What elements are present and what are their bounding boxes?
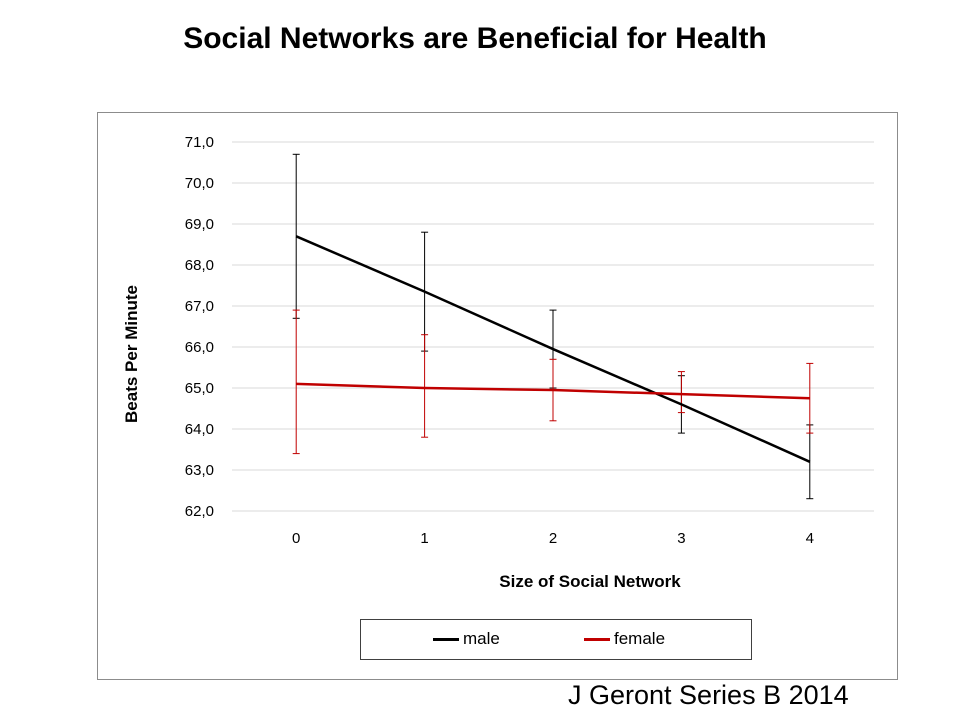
series-line-female [296, 382, 810, 400]
line-chart: 62,0 63,0 64,0 65,0 66,0 67,0 68,0 69,0 70,0 71,0… [122, 134, 874, 591]
legend-entry-male: male [433, 629, 500, 649]
series-layer [292, 153, 814, 500]
source-citation: J Geront Series B 2014 [568, 680, 849, 710]
y-tick-label: 67,0 [185, 298, 214, 315]
legend-swatch-male [433, 637, 459, 641]
legend-entry-female: female [584, 629, 665, 649]
slide-title: Social Networks are Beneficial for Healt… [183, 22, 767, 55]
x-tick-labels: 0 1 2 3 4 [292, 530, 814, 547]
legend-label-male: male [463, 629, 500, 648]
y-tick-label: 66,0 [185, 339, 214, 356]
y-tick-label: 65,0 [185, 380, 214, 397]
y-tick-label: 62,0 [185, 503, 214, 520]
x-tick-label: 0 [292, 530, 300, 547]
x-axis-title: Size of Social Network [499, 572, 681, 591]
x-tick-label: 2 [549, 530, 557, 547]
y-tick-label: 70,0 [185, 175, 214, 192]
y-tick-label: 71,0 [185, 134, 214, 151]
chart-frame: 62,0 63,0 64,0 65,0 66,0 67,0 68,0 69,0 70,0 71,0… [97, 112, 898, 680]
y-tick-label: 64,0 [185, 421, 214, 438]
chart-legend: male female [360, 619, 752, 660]
legend-label-female: female [614, 629, 666, 648]
y-tick-label: 68,0 [185, 257, 214, 274]
x-tick-label: 4 [806, 530, 814, 547]
series-male [292, 153, 814, 500]
y-tick-labels: 62,0 63,0 64,0 65,0 66,0 67,0 68,0 69,0 70,0 71,0 [185, 134, 214, 520]
y-axis-title: Beats Per Minute [122, 285, 141, 423]
x-tick-label: 3 [677, 530, 685, 547]
series-line-male [295, 235, 811, 463]
y-tick-label: 63,0 [185, 462, 214, 479]
legend-swatch-female [584, 637, 610, 641]
x-tick-label: 1 [420, 530, 428, 547]
y-tick-label: 69,0 [185, 216, 214, 233]
